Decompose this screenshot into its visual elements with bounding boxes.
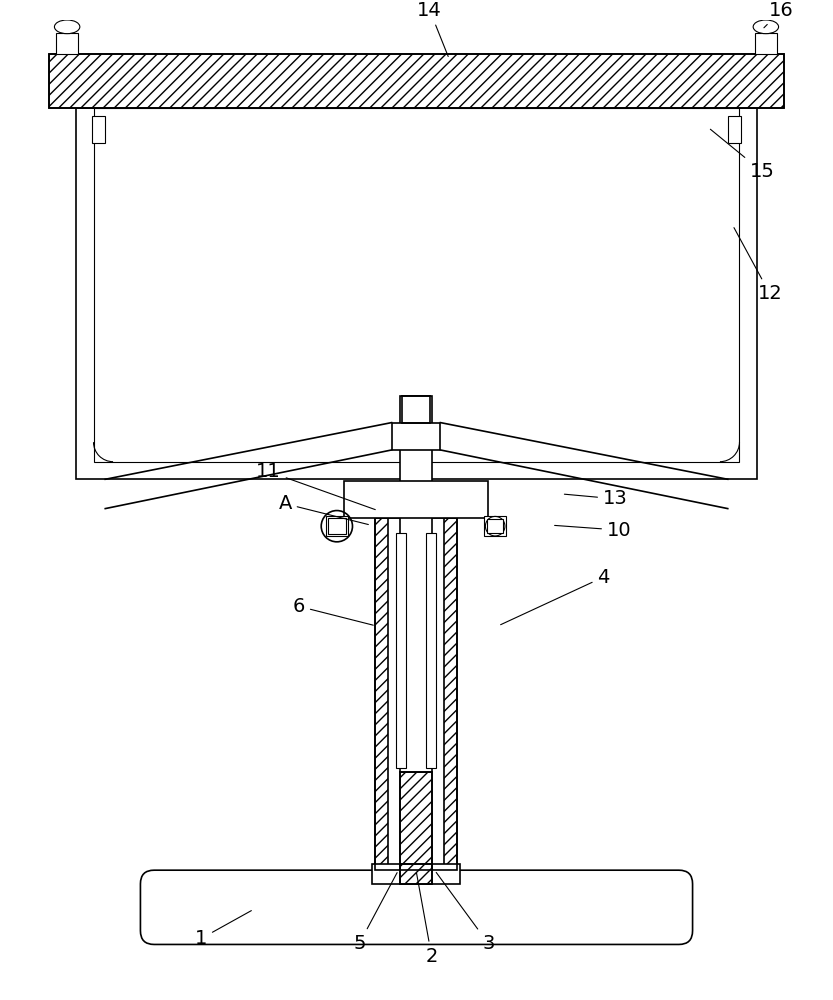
Bar bbox=[401, 864, 431, 884]
Bar bbox=[57, 33, 77, 54]
Bar bbox=[328, 518, 346, 534]
Bar bbox=[372, 864, 460, 884]
Bar bbox=[401, 772, 431, 870]
Bar bbox=[48, 54, 785, 108]
Bar bbox=[375, 518, 387, 870]
Bar bbox=[487, 519, 503, 533]
Bar bbox=[397, 533, 407, 768]
FancyBboxPatch shape bbox=[141, 870, 692, 944]
Text: 14: 14 bbox=[417, 1, 448, 56]
Text: 10: 10 bbox=[555, 521, 631, 540]
Bar bbox=[48, 54, 785, 108]
Bar bbox=[426, 533, 436, 768]
Bar bbox=[402, 396, 430, 423]
Bar bbox=[401, 772, 431, 870]
Bar bbox=[392, 423, 441, 450]
Bar bbox=[401, 396, 431, 772]
Bar bbox=[92, 116, 105, 143]
Text: 13: 13 bbox=[565, 489, 628, 508]
Bar bbox=[402, 396, 430, 423]
Bar bbox=[401, 864, 431, 884]
Bar bbox=[444, 518, 457, 870]
Text: 6: 6 bbox=[292, 597, 373, 625]
Bar bbox=[375, 518, 457, 870]
Bar bbox=[93, 108, 740, 462]
Ellipse shape bbox=[753, 20, 779, 34]
Bar bbox=[76, 108, 757, 479]
Text: 5: 5 bbox=[353, 873, 397, 953]
Bar bbox=[485, 516, 506, 536]
Ellipse shape bbox=[54, 20, 80, 34]
Text: 1: 1 bbox=[195, 911, 252, 948]
Text: 3: 3 bbox=[436, 872, 495, 953]
Text: 12: 12 bbox=[734, 228, 782, 303]
Text: A: A bbox=[278, 494, 368, 525]
Bar bbox=[326, 516, 347, 536]
Text: 2: 2 bbox=[416, 873, 438, 966]
Text: 16: 16 bbox=[764, 1, 794, 28]
Text: 4: 4 bbox=[501, 568, 610, 625]
Bar bbox=[344, 481, 488, 518]
Bar bbox=[756, 33, 776, 54]
Text: 15: 15 bbox=[711, 129, 775, 181]
Text: 11: 11 bbox=[256, 462, 376, 510]
Bar bbox=[728, 116, 741, 143]
